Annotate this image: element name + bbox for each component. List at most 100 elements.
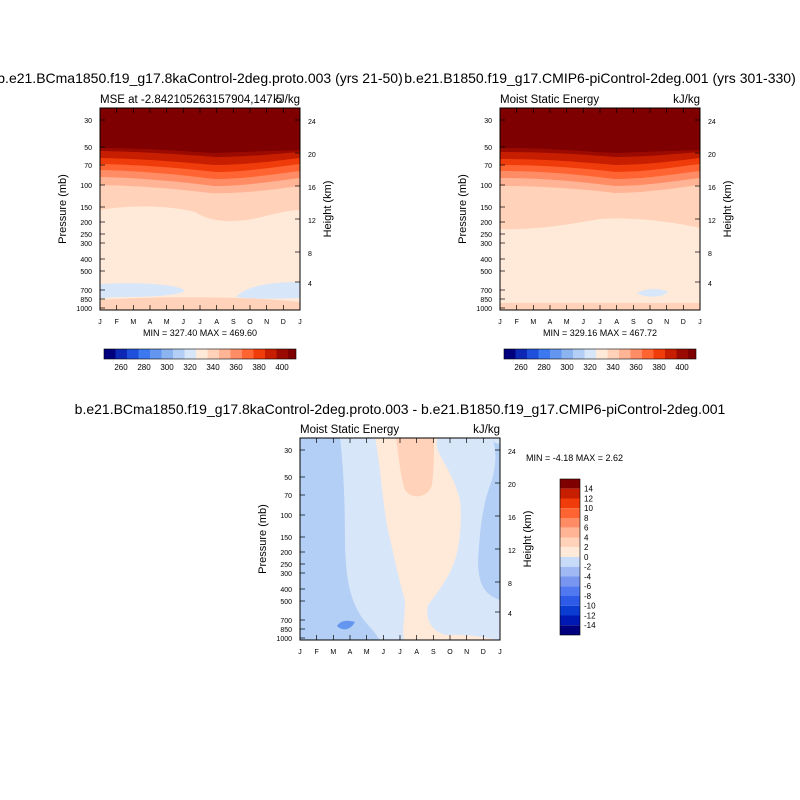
- panel-a-min-max: MIN = 327.40 MAX = 469.60: [143, 328, 257, 338]
- panel-c-x-ticks: J F M A M J J A S O N D J: [298, 649, 502, 656]
- height-tick-label: 4: [508, 611, 512, 618]
- pressure-tick-label: 30: [484, 118, 492, 125]
- height-tick-label: 16: [508, 515, 516, 522]
- panel-a-ylabel: Pressure (mb): [57, 174, 69, 244]
- height-tick-label: 4: [308, 281, 312, 288]
- colorbar-swatch: [573, 349, 585, 359]
- pressure-tick-label: 150: [480, 205, 492, 212]
- colorbar-label: 0: [584, 553, 589, 562]
- colorbar-swatch: [515, 349, 527, 359]
- x-tick-label: O: [247, 319, 253, 326]
- pressure-tick-label: 150: [280, 535, 292, 542]
- pressure-tick-label: 250: [280, 562, 292, 569]
- x-tick-label: J: [382, 649, 386, 656]
- colorbar-label: -4: [584, 572, 592, 581]
- colorbar-swatch: [560, 625, 580, 635]
- colorbar-swatch: [560, 605, 580, 616]
- pressure-tick-label: 1000: [76, 306, 92, 313]
- pressure-tick-label: 400: [480, 257, 492, 264]
- colorbar-swatch: [104, 349, 116, 359]
- x-tick-label: O: [447, 649, 453, 656]
- colorbar-label: 8: [584, 514, 589, 523]
- panel-a-x-ticks: J F M A M J J A S O N D J: [98, 319, 302, 326]
- x-tick-label: J: [98, 319, 102, 326]
- colorbar-swatch: [560, 498, 580, 509]
- colorbar-swatch: [560, 537, 580, 548]
- panel-b-x-ticks: J F M A M J J A S O N D J: [498, 319, 702, 326]
- colorbar-label: 400: [675, 363, 689, 372]
- colorbar-swatch: [184, 349, 196, 359]
- pressure-tick-label: 1000: [276, 636, 292, 643]
- panel-c-units: kJ/kg: [473, 424, 500, 436]
- pressure-tick-label: 70: [284, 493, 292, 500]
- pressure-tick-label: 700: [80, 288, 92, 295]
- pressure-tick-label: 30: [284, 448, 292, 455]
- colorbar-label: 380: [652, 363, 666, 372]
- colorbar-label: 300: [560, 363, 574, 372]
- pressure-tick-label: 250: [480, 232, 492, 239]
- height-tick-label: 12: [308, 218, 316, 225]
- colorbar-swatch: [276, 349, 288, 359]
- pressure-tick-label: 50: [484, 145, 492, 152]
- colorbar-label: 360: [629, 363, 643, 372]
- x-tick-label: J: [298, 649, 302, 656]
- x-tick-label: M: [330, 649, 336, 656]
- colorbar-label: 4: [584, 533, 589, 542]
- x-tick-label: S: [431, 649, 436, 656]
- x-tick-label: M: [164, 319, 170, 326]
- pressure-tick-label: 700: [480, 288, 492, 295]
- colorbar-swatch: [642, 349, 654, 359]
- colorbar-label: 300: [160, 363, 174, 372]
- height-tick-label: 4: [708, 281, 712, 288]
- x-tick-label: N: [664, 319, 669, 326]
- colorbar-swatch: [230, 349, 242, 359]
- colorbar-swatch: [560, 488, 580, 499]
- colorbar-swatch: [161, 349, 173, 359]
- height-tick-label: 24: [308, 119, 316, 126]
- pressure-tick-label: 850: [280, 627, 292, 634]
- height-tick-label: 24: [508, 449, 516, 456]
- height-tick-label: 8: [508, 581, 512, 588]
- x-tick-label: A: [414, 649, 419, 656]
- panel-c-min-max: MIN = -4.18 MAX = 2.62: [526, 453, 623, 463]
- colorbar-swatch: [527, 349, 539, 359]
- colorbar-swatch: [242, 349, 254, 359]
- colorbar-swatch: [560, 527, 580, 538]
- colorbar-label: 280: [537, 363, 551, 372]
- x-tick-label: J: [582, 319, 586, 326]
- pressure-tick-label: 400: [80, 257, 92, 264]
- x-tick-label: F: [315, 649, 319, 656]
- colorbar-swatch: [596, 349, 608, 359]
- panel-b-subtitle: Moist Static Energy: [500, 94, 599, 106]
- x-tick-label: N: [264, 319, 269, 326]
- colorbar-label: 340: [606, 363, 620, 372]
- x-tick-label: D: [481, 649, 486, 656]
- colorbar-swatch: [560, 615, 580, 626]
- colorbar-swatch: [560, 566, 580, 577]
- pressure-tick-label: 500: [480, 269, 492, 276]
- panel-a-title: b.e21.BCma1850.f19_g17.8kaControl-2deg.p…: [0, 70, 403, 86]
- height-tick-label: 8: [708, 251, 712, 258]
- height-tick-label: 20: [508, 482, 516, 489]
- colorbar-swatch: [288, 349, 296, 359]
- colorbar-swatch: [560, 508, 580, 518]
- height-tick-label: 8: [308, 251, 312, 258]
- height-tick-label: 20: [708, 152, 716, 159]
- panel-a-subtitle: MSE at -2.842105263157904,147.5: [100, 94, 282, 106]
- x-tick-label: M: [364, 649, 370, 656]
- colorbar-swatch: [150, 349, 162, 359]
- x-tick-label: A: [614, 319, 619, 326]
- height-tick-label: 12: [708, 218, 716, 225]
- colorbar-swatch: [676, 349, 688, 359]
- panel-c-height-ticks: 4 8 12 16 20 24: [508, 449, 516, 618]
- panel-a-pressure-ticks: 30 50 70 100 150 200 250 300 400 500 700…: [76, 118, 92, 313]
- colorbar-swatch: [265, 349, 277, 359]
- colorbar-swatch: [219, 349, 231, 359]
- colorbar-label: 320: [183, 363, 197, 372]
- pressure-tick-label: 250: [80, 232, 92, 239]
- colorbar-swatch: [630, 349, 642, 359]
- pressure-tick-label: 70: [484, 163, 492, 170]
- x-tick-label: S: [231, 319, 236, 326]
- colorbar-label: 320: [583, 363, 597, 372]
